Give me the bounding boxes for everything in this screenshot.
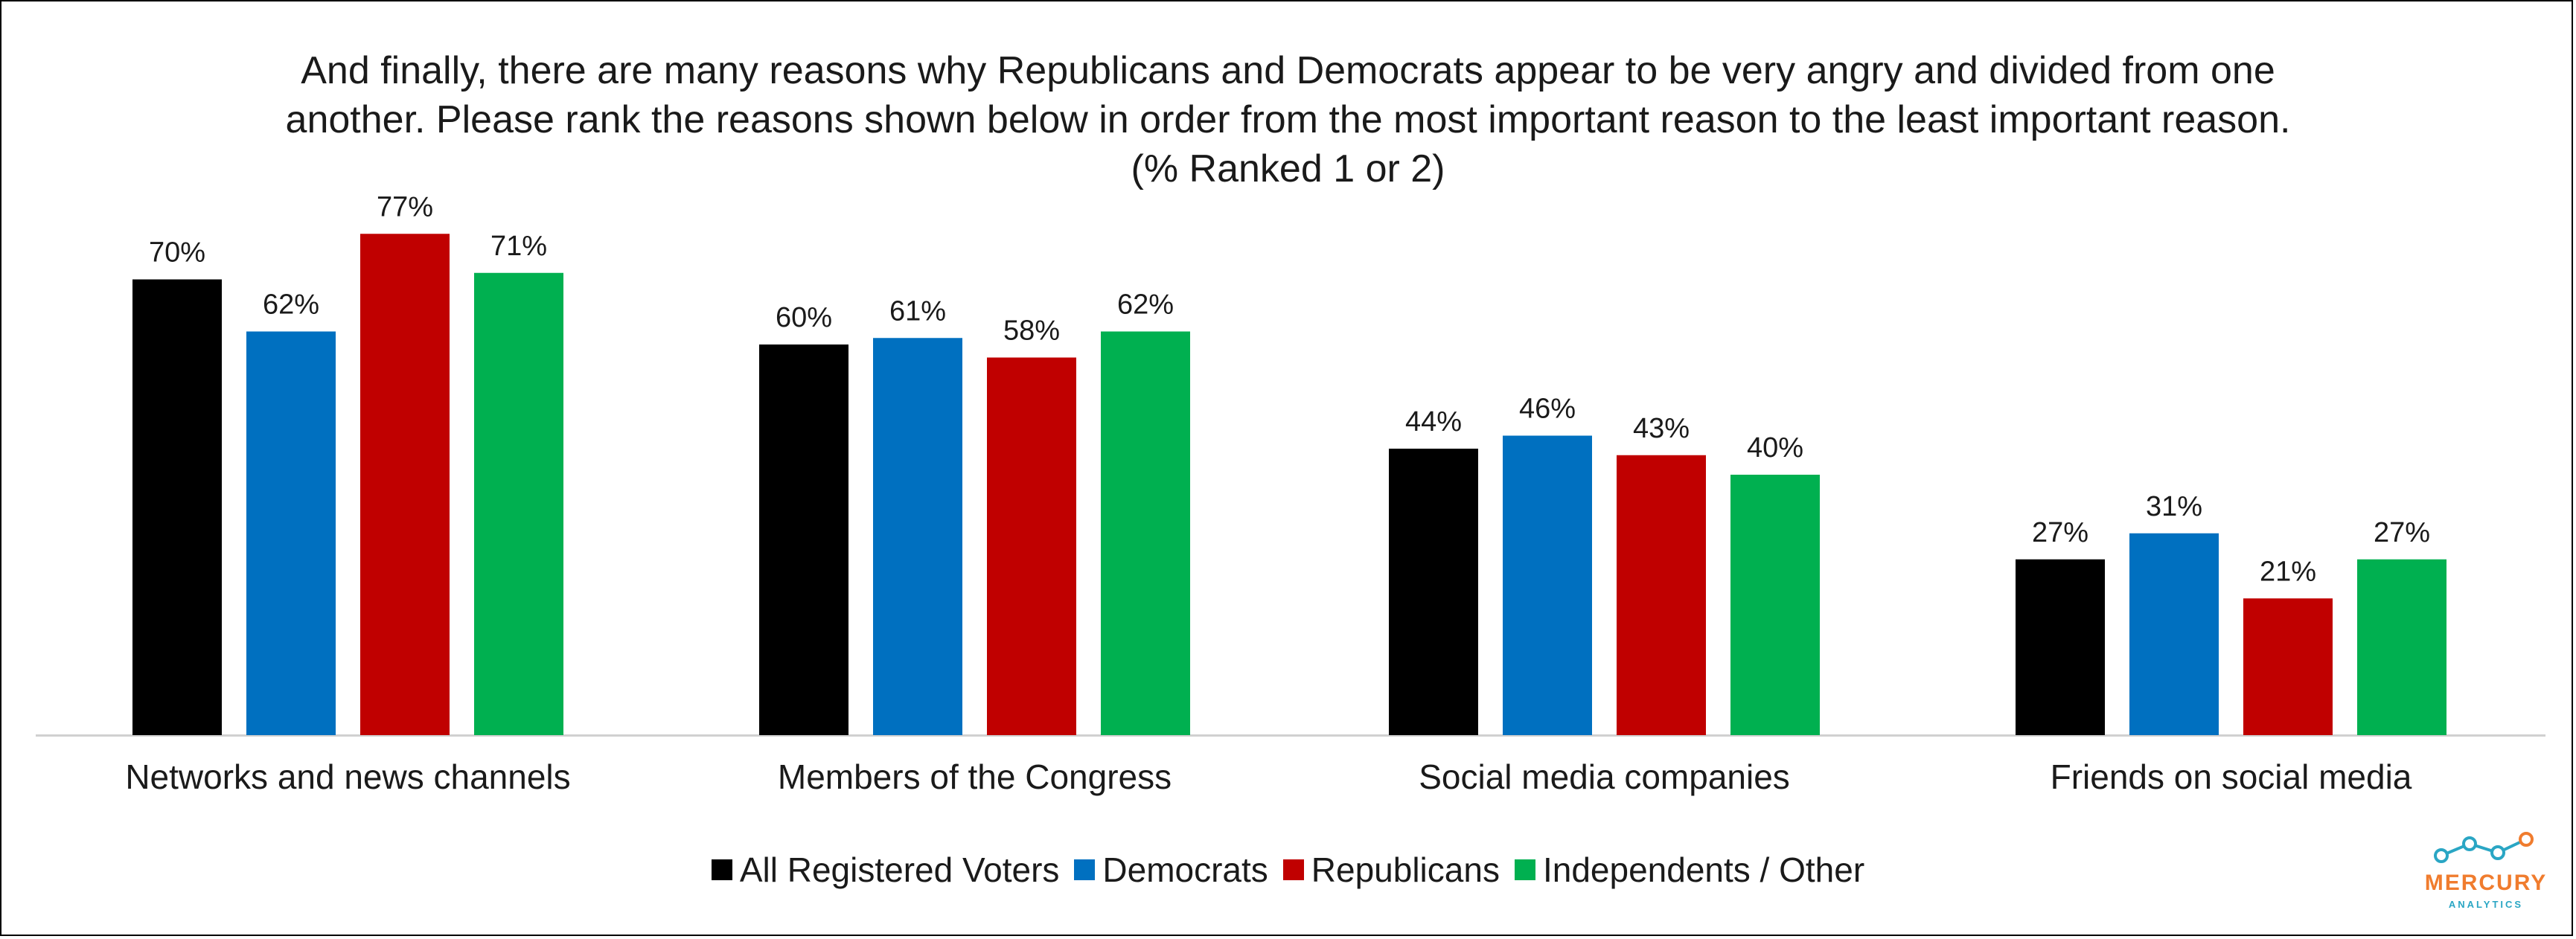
- category-label: Friends on social media: [2051, 757, 2412, 796]
- chart-title: And finally, there are many reasons why …: [45, 46, 2531, 193]
- bar-2-0: [1389, 449, 1478, 735]
- legend-swatch: [1074, 859, 1096, 880]
- bar-3-1: [2129, 533, 2219, 735]
- bar-0-3: [474, 272, 563, 735]
- bar-value-label: 62%: [1117, 289, 1174, 321]
- bar-value-label: 46%: [1519, 394, 1576, 425]
- logo-line-icon: [2434, 832, 2534, 863]
- bar-value-label: 61%: [889, 295, 946, 327]
- logo-subtitle: ANALYTICS: [2448, 899, 2524, 910]
- legend-item: All Registered Voters: [711, 850, 1060, 890]
- bar-value-label: 27%: [2374, 517, 2430, 548]
- bar-2-1: [1503, 435, 1592, 735]
- bar-3-0: [2016, 559, 2105, 735]
- bar-value-label: 58%: [1003, 315, 1060, 347]
- legend-item: Independents / Other: [1514, 850, 1865, 890]
- legend-label: Republicans: [1311, 850, 1500, 889]
- legend-swatch: [711, 859, 732, 880]
- bar-value-label: 60%: [776, 302, 832, 333]
- bar-value-label: 77%: [377, 191, 433, 222]
- bar-3-2: [2243, 598, 2333, 735]
- chart-title-line-2: another. Please rank the reasons shown b…: [285, 98, 2291, 141]
- legend-swatch: [1282, 859, 1304, 880]
- bar-value-label: 70%: [149, 237, 205, 269]
- bar-value-label: 21%: [2260, 556, 2316, 587]
- bar-1-2: [987, 357, 1076, 735]
- category-label: Networks and news channels: [125, 757, 570, 796]
- bar-2-2: [1617, 455, 1706, 735]
- chart-legend: All Registered Voters Democrats Republican…: [0, 850, 2576, 890]
- legend-label: Democrats: [1102, 850, 1268, 889]
- bar-1-3: [1101, 331, 1190, 735]
- legend-label: All Registered Voters: [739, 850, 1060, 889]
- bar-value-label: 27%: [2032, 517, 2088, 548]
- bar-0-0: [132, 279, 222, 735]
- category-label: Members of the Congress: [778, 757, 1172, 796]
- legend-label: Independents / Other: [1542, 850, 1865, 889]
- bar-0-2: [360, 234, 450, 735]
- bar-3-3: [2357, 559, 2446, 735]
- bar-0-1: [246, 331, 336, 735]
- mercury-analytics-logo: MERCURY ANALYTICS: [2412, 824, 2560, 921]
- legend-item: Republicans: [1282, 850, 1500, 890]
- bar-2-3: [1730, 475, 1820, 735]
- legend-swatch: [1514, 859, 1535, 880]
- chart-title-line-3: (% Ranked 1 or 2): [1131, 147, 1445, 190]
- category-label: Social media companies: [1419, 757, 1790, 796]
- logo-name: MERCURY: [2424, 871, 2548, 895]
- bar-value-label: 71%: [490, 231, 547, 262]
- chart-title-line-1: And finally, there are many reasons why …: [301, 49, 2275, 92]
- bar-value-label: 44%: [1405, 406, 1462, 438]
- bar-value-label: 43%: [1633, 413, 1690, 444]
- bar-1-1: [873, 338, 962, 735]
- bar-value-label: 31%: [2146, 491, 2202, 522]
- legend-item: Democrats: [1074, 850, 1268, 890]
- bar-1-0: [759, 344, 848, 735]
- bar-value-label: 62%: [263, 289, 319, 321]
- bar-value-label: 40%: [1747, 432, 1803, 464]
